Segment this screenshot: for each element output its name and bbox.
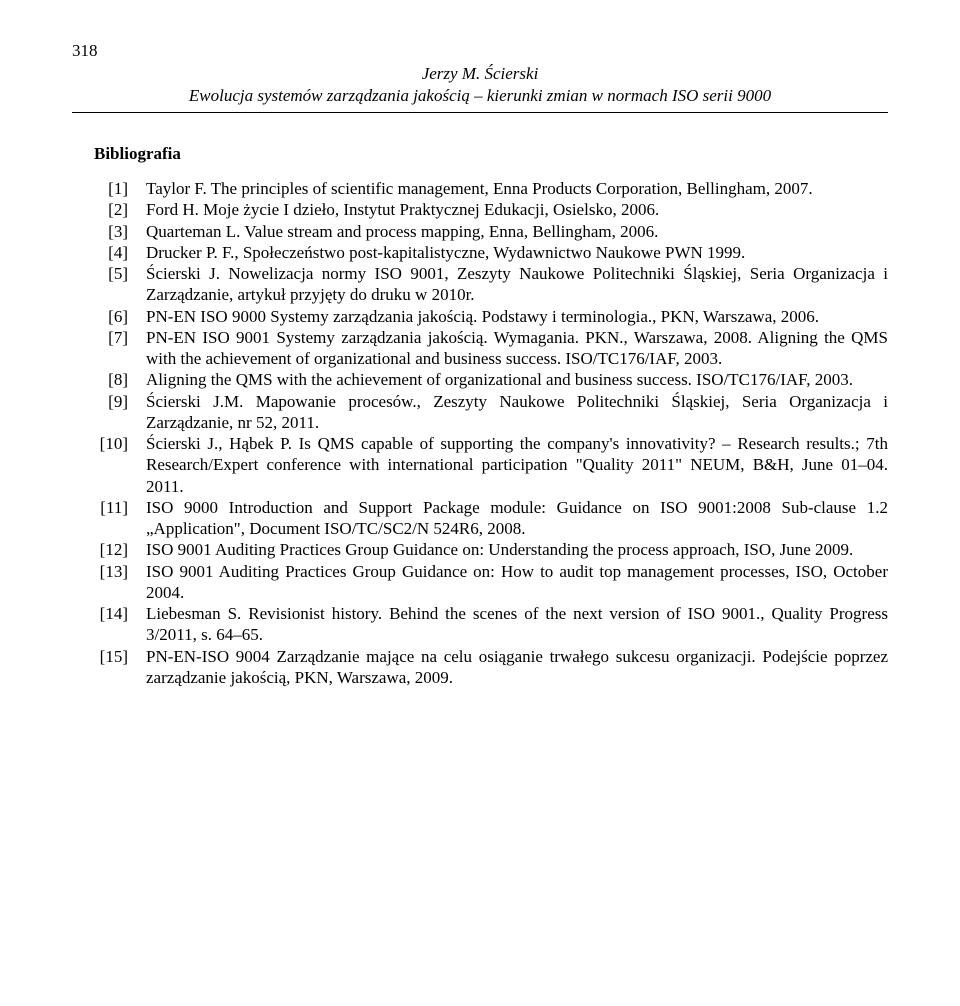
bibliography-item: [3] Quarteman L. Value stream and proces…	[72, 221, 888, 242]
bibliography-item: [5] Ścierski J. Nowelizacja normy ISO 90…	[72, 263, 888, 306]
bibliography-item-text: Drucker P. F., Społeczeństwo post-kapita…	[146, 242, 888, 263]
bibliography-item-number: [8]	[72, 369, 146, 390]
header-author: Jerzy M. Ścierski	[72, 63, 888, 84]
bibliography-item-number: [9]	[72, 391, 146, 412]
bibliography-item-number: [10]	[72, 433, 146, 454]
bibliography-item-text: Ścierski J. Nowelizacja normy ISO 9001, …	[146, 263, 888, 306]
bibliography-item-number: [1]	[72, 178, 146, 199]
bibliography-item-text: Ścierski J., Hąbek P. Is QMS capable of …	[146, 433, 888, 497]
bibliography-item: [13] ISO 9001 Auditing Practices Group G…	[72, 561, 888, 604]
bibliography-item: [15] PN-EN-ISO 9004 Zarządzanie mające n…	[72, 646, 888, 689]
bibliography-item: [7] PN-EN ISO 9001 Systemy zarządzania j…	[72, 327, 888, 370]
bibliography-item: [14] Liebesman S. Revisionist history. B…	[72, 603, 888, 646]
header-title: Ewolucja systemów zarządzania jakością –…	[72, 85, 888, 106]
bibliography-item-number: [13]	[72, 561, 146, 582]
bibliography-item-text: Ford H. Moje życie I dzieło, Instytut Pr…	[146, 199, 888, 220]
page-number: 318	[72, 40, 888, 61]
bibliography-item: [12] ISO 9001 Auditing Practices Group G…	[72, 539, 888, 560]
bibliography-item: [11] ISO 9000 Introduction and Support P…	[72, 497, 888, 540]
bibliography-item-number: [11]	[72, 497, 146, 518]
bibliography-item-number: [5]	[72, 263, 146, 284]
section-heading-bibliography: Bibliografia	[94, 143, 888, 164]
header-rule	[72, 112, 888, 113]
bibliography-item-text: PN-EN ISO 9000 Systemy zarządzania jakoś…	[146, 306, 888, 327]
bibliography-item-number: [12]	[72, 539, 146, 560]
bibliography-item: [9] Ścierski J.M. Mapowanie procesów., Z…	[72, 391, 888, 434]
bibliography-item-number: [14]	[72, 603, 146, 624]
bibliography-item-text: PN-EN ISO 9001 Systemy zarządzania jakoś…	[146, 327, 888, 370]
bibliography-item: [6] PN-EN ISO 9000 Systemy zarządzania j…	[72, 306, 888, 327]
bibliography-item-number: [7]	[72, 327, 146, 348]
bibliography-item-text: Liebesman S. Revisionist history. Behind…	[146, 603, 888, 646]
bibliography-item-text: Aligning the QMS with the achievement of…	[146, 369, 888, 390]
bibliography-item-text: Quarteman L. Value stream and process ma…	[146, 221, 888, 242]
bibliography-item-text: ISO 9001 Auditing Practices Group Guidan…	[146, 539, 888, 560]
bibliography-item-text: Ścierski J.M. Mapowanie procesów., Zeszy…	[146, 391, 888, 434]
bibliography-list: [1] Taylor F. The principles of scientif…	[72, 178, 888, 688]
bibliography-item-number: [6]	[72, 306, 146, 327]
bibliography-item: [10] Ścierski J., Hąbek P. Is QMS capabl…	[72, 433, 888, 497]
bibliography-item-text: ISO 9000 Introduction and Support Packag…	[146, 497, 888, 540]
bibliography-item-text: Taylor F. The principles of scientific m…	[146, 178, 888, 199]
bibliography-item-number: [3]	[72, 221, 146, 242]
bibliography-item-text: PN-EN-ISO 9004 Zarządzanie mające na cel…	[146, 646, 888, 689]
bibliography-item-number: [4]	[72, 242, 146, 263]
bibliography-item-number: [15]	[72, 646, 146, 667]
bibliography-item-text: ISO 9001 Auditing Practices Group Guidan…	[146, 561, 888, 604]
bibliography-item: [4] Drucker P. F., Społeczeństwo post-ka…	[72, 242, 888, 263]
bibliography-item: [1] Taylor F. The principles of scientif…	[72, 178, 888, 199]
bibliography-item-number: [2]	[72, 199, 146, 220]
bibliography-item: [2] Ford H. Moje życie I dzieło, Instytu…	[72, 199, 888, 220]
bibliography-item: [8] Aligning the QMS with the achievemen…	[72, 369, 888, 390]
running-header: Jerzy M. Ścierski Ewolucja systemów zarz…	[72, 63, 888, 106]
